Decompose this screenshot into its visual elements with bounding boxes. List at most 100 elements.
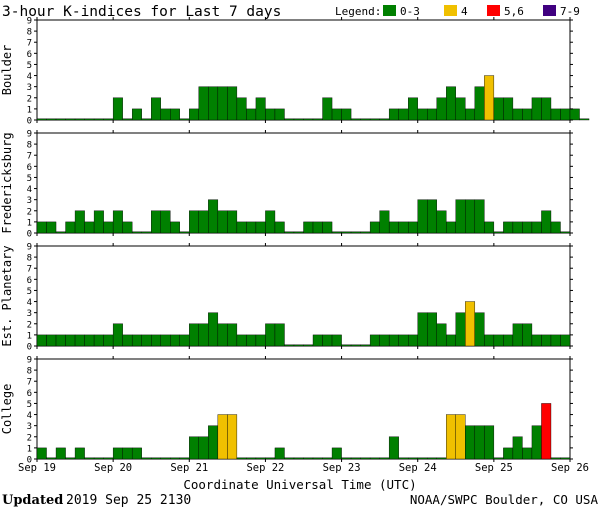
legend-label-0: 0-3 bbox=[400, 5, 420, 18]
bar bbox=[417, 312, 428, 347]
bar bbox=[160, 210, 171, 234]
bar bbox=[579, 118, 590, 121]
bar bbox=[236, 221, 247, 234]
y-tick-label: 3 bbox=[27, 309, 32, 319]
bar bbox=[522, 221, 533, 234]
bar bbox=[208, 312, 219, 347]
bar bbox=[455, 312, 466, 347]
bar bbox=[503, 447, 514, 460]
bar bbox=[541, 210, 552, 234]
bar bbox=[512, 108, 523, 121]
bar bbox=[398, 457, 409, 460]
bar bbox=[388, 221, 399, 234]
bar bbox=[541, 97, 552, 121]
bar bbox=[198, 323, 209, 347]
x-tick-label: Sep 23 bbox=[323, 462, 361, 474]
bar bbox=[360, 457, 371, 460]
bar bbox=[331, 108, 342, 121]
bar bbox=[265, 323, 276, 347]
bar bbox=[427, 108, 437, 121]
y-tick-label: 7 bbox=[27, 265, 32, 275]
y-tick-label: 4 bbox=[27, 185, 32, 195]
bar bbox=[493, 334, 504, 347]
bar bbox=[360, 231, 371, 234]
x-tick-label: Sep 20 bbox=[94, 462, 132, 474]
bar bbox=[341, 231, 352, 234]
bar bbox=[179, 231, 190, 234]
bar bbox=[227, 86, 238, 121]
bar bbox=[189, 108, 200, 121]
bar bbox=[151, 457, 161, 460]
credit-text: NOAA/SWPC Boulder, CO USA bbox=[410, 492, 599, 507]
bar bbox=[227, 210, 238, 234]
bar bbox=[522, 323, 533, 347]
y-tick-label: 7 bbox=[27, 378, 32, 388]
bar bbox=[560, 334, 571, 347]
bar bbox=[236, 97, 247, 121]
bar bbox=[255, 457, 266, 460]
bar bbox=[446, 334, 456, 347]
legend-label-1: 4 bbox=[461, 5, 468, 18]
bar bbox=[179, 457, 190, 460]
bar bbox=[246, 108, 257, 121]
x-tick-label: Sep 19 bbox=[18, 462, 56, 474]
bar bbox=[255, 97, 266, 121]
bar bbox=[341, 108, 352, 121]
bar bbox=[36, 334, 47, 347]
bar bbox=[170, 108, 180, 121]
bar bbox=[417, 199, 428, 234]
bar bbox=[46, 221, 57, 234]
bar bbox=[350, 231, 361, 234]
bar bbox=[189, 323, 200, 347]
bar bbox=[284, 118, 295, 121]
bar bbox=[236, 334, 247, 347]
bar bbox=[512, 436, 523, 460]
bar bbox=[398, 108, 409, 121]
bar bbox=[408, 221, 418, 234]
bar bbox=[208, 199, 219, 234]
bar bbox=[541, 403, 552, 460]
y-tick-label: 1 bbox=[27, 444, 32, 454]
updated-value: 2019 Sep 25 2130 bbox=[66, 493, 191, 508]
y-tick-label: 9 bbox=[27, 243, 32, 253]
bar bbox=[331, 447, 342, 460]
bar bbox=[350, 344, 361, 347]
legend-swatch-1 bbox=[444, 5, 457, 16]
legend-label-3: 7-9 bbox=[560, 5, 580, 18]
bar bbox=[141, 231, 152, 234]
bar bbox=[522, 108, 533, 121]
legend-swatch-3 bbox=[543, 5, 556, 16]
bar bbox=[84, 457, 95, 460]
bar bbox=[427, 457, 437, 460]
bar bbox=[341, 457, 352, 460]
bar bbox=[512, 221, 523, 234]
bar bbox=[427, 199, 437, 234]
bar bbox=[93, 334, 104, 347]
bar bbox=[131, 231, 142, 234]
legend-swatch-0 bbox=[383, 5, 396, 16]
bar bbox=[312, 221, 323, 234]
bar bbox=[398, 221, 409, 234]
bar bbox=[503, 221, 514, 234]
y-tick-label: 2 bbox=[27, 207, 32, 217]
y-tick-label: 8 bbox=[27, 141, 32, 151]
bar bbox=[65, 221, 76, 234]
bar bbox=[503, 97, 514, 121]
bar bbox=[246, 334, 257, 347]
bar bbox=[122, 334, 133, 347]
bar bbox=[217, 323, 228, 347]
bar bbox=[217, 414, 228, 460]
panels: 0123456789Boulder0123456789Fredericksbur… bbox=[0, 17, 590, 466]
bar bbox=[303, 457, 314, 460]
bar bbox=[103, 221, 114, 234]
bar bbox=[484, 425, 495, 460]
bar bbox=[436, 210, 447, 234]
bar bbox=[55, 231, 66, 234]
bar bbox=[465, 108, 476, 121]
bar bbox=[179, 118, 190, 121]
bar bbox=[379, 118, 390, 121]
bar bbox=[360, 118, 371, 121]
bar bbox=[160, 457, 171, 460]
bar bbox=[46, 457, 57, 460]
